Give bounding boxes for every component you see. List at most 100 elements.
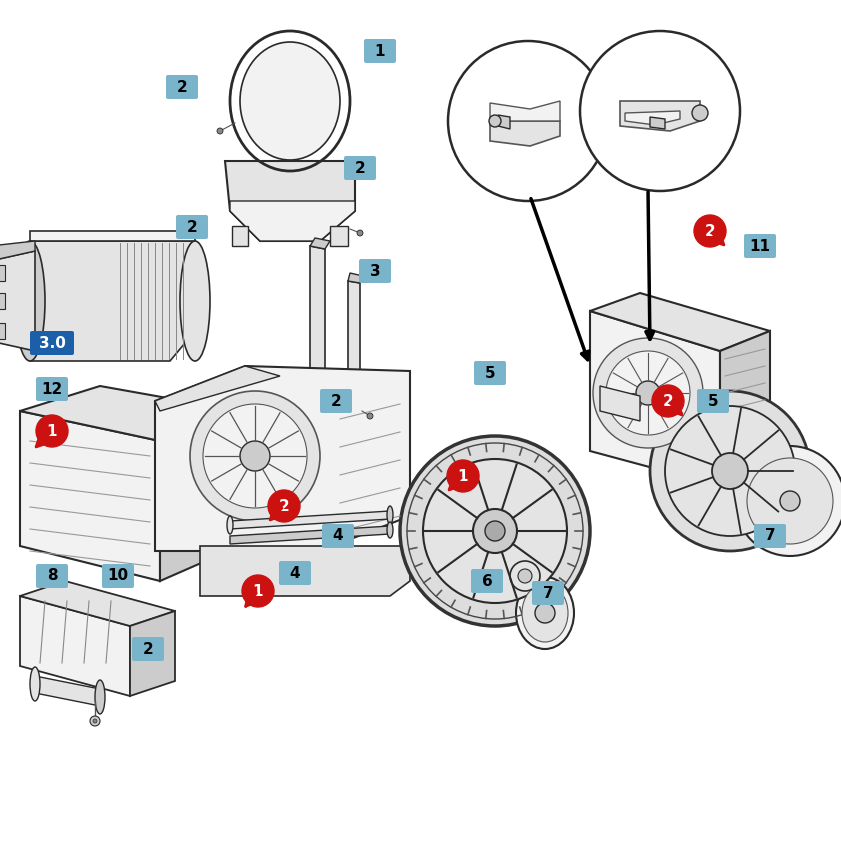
Circle shape	[652, 385, 684, 417]
Circle shape	[489, 115, 501, 127]
Text: 12: 12	[41, 382, 62, 396]
FancyBboxPatch shape	[471, 569, 503, 593]
Circle shape	[357, 230, 363, 236]
Polygon shape	[348, 281, 360, 425]
FancyBboxPatch shape	[320, 389, 352, 413]
Polygon shape	[0, 251, 35, 351]
Text: 11: 11	[749, 239, 770, 253]
FancyBboxPatch shape	[359, 259, 391, 283]
Text: 2: 2	[663, 394, 674, 409]
Circle shape	[242, 575, 274, 607]
Text: 5: 5	[484, 366, 495, 380]
FancyBboxPatch shape	[322, 524, 354, 548]
Polygon shape	[0, 265, 5, 281]
Circle shape	[780, 491, 800, 511]
Circle shape	[90, 716, 100, 726]
Ellipse shape	[240, 42, 340, 160]
Circle shape	[473, 509, 517, 553]
Text: 2: 2	[143, 642, 153, 657]
Text: 2: 2	[355, 161, 365, 176]
Circle shape	[268, 490, 300, 522]
Circle shape	[93, 719, 97, 723]
Circle shape	[692, 105, 708, 121]
Polygon shape	[348, 273, 363, 283]
Circle shape	[217, 128, 223, 134]
Polygon shape	[30, 231, 195, 241]
Polygon shape	[230, 526, 390, 544]
Circle shape	[735, 446, 841, 556]
Circle shape	[712, 453, 748, 489]
Text: 1: 1	[253, 584, 263, 599]
Circle shape	[190, 391, 320, 521]
FancyBboxPatch shape	[132, 637, 164, 661]
Ellipse shape	[180, 241, 210, 361]
Polygon shape	[20, 411, 160, 581]
Polygon shape	[20, 386, 240, 441]
Circle shape	[650, 391, 810, 551]
Polygon shape	[310, 238, 330, 249]
FancyBboxPatch shape	[474, 361, 506, 385]
Polygon shape	[0, 241, 35, 261]
Polygon shape	[330, 226, 348, 246]
Polygon shape	[600, 386, 640, 421]
Polygon shape	[200, 546, 410, 596]
Polygon shape	[0, 323, 5, 339]
Circle shape	[400, 436, 590, 626]
Text: 2: 2	[187, 220, 198, 235]
Polygon shape	[155, 366, 410, 551]
Ellipse shape	[387, 506, 393, 524]
Text: 7: 7	[542, 585, 553, 600]
Text: 6: 6	[482, 574, 492, 589]
Polygon shape	[0, 293, 5, 309]
Text: 4: 4	[333, 528, 343, 543]
Ellipse shape	[522, 584, 568, 642]
FancyBboxPatch shape	[36, 377, 68, 401]
Ellipse shape	[15, 241, 45, 361]
FancyBboxPatch shape	[279, 561, 311, 585]
Ellipse shape	[30, 667, 40, 701]
Polygon shape	[232, 226, 248, 246]
Text: 8: 8	[47, 569, 57, 584]
Circle shape	[367, 413, 373, 419]
FancyBboxPatch shape	[166, 75, 198, 99]
Circle shape	[580, 31, 740, 191]
FancyBboxPatch shape	[30, 331, 74, 355]
Circle shape	[535, 603, 555, 623]
FancyBboxPatch shape	[364, 39, 396, 63]
Text: 2: 2	[705, 224, 716, 239]
FancyBboxPatch shape	[754, 524, 786, 548]
Text: 10: 10	[108, 569, 129, 584]
Text: 3.0: 3.0	[39, 336, 66, 351]
FancyBboxPatch shape	[176, 215, 208, 239]
Text: 1: 1	[47, 424, 57, 438]
Polygon shape	[620, 101, 700, 131]
Circle shape	[606, 351, 690, 435]
Polygon shape	[225, 161, 355, 241]
Polygon shape	[650, 117, 665, 129]
Text: 5: 5	[707, 394, 718, 409]
FancyBboxPatch shape	[344, 156, 376, 180]
Ellipse shape	[387, 522, 393, 538]
Polygon shape	[490, 101, 560, 121]
Text: 2: 2	[177, 80, 188, 94]
Polygon shape	[5, 241, 195, 361]
Polygon shape	[230, 511, 390, 529]
Circle shape	[694, 215, 726, 247]
FancyBboxPatch shape	[744, 234, 776, 258]
Text: 1: 1	[458, 468, 468, 484]
Polygon shape	[20, 596, 130, 696]
Ellipse shape	[95, 680, 105, 714]
Circle shape	[665, 406, 795, 536]
Polygon shape	[490, 121, 560, 146]
Circle shape	[447, 460, 479, 492]
Text: 7: 7	[764, 528, 775, 543]
Text: 1: 1	[375, 44, 385, 59]
FancyBboxPatch shape	[102, 564, 134, 588]
FancyBboxPatch shape	[697, 389, 729, 413]
Circle shape	[203, 404, 307, 508]
Circle shape	[636, 381, 660, 405]
Circle shape	[593, 338, 703, 448]
Ellipse shape	[227, 516, 233, 534]
Polygon shape	[160, 411, 240, 581]
Circle shape	[36, 415, 68, 447]
